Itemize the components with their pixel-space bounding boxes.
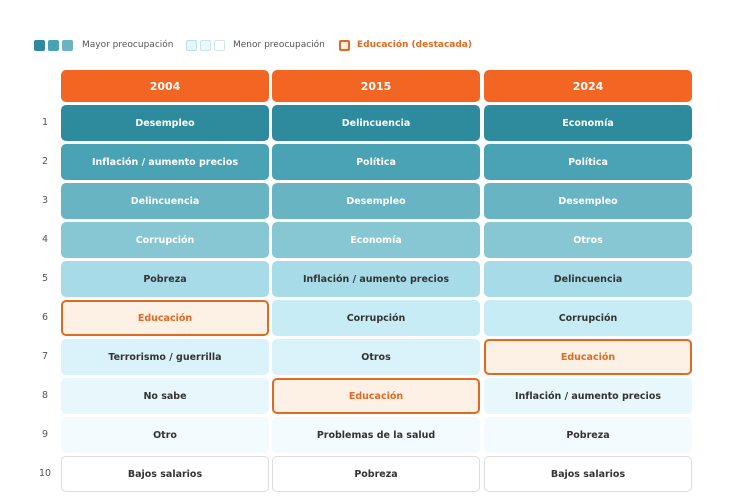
- table-cell: Desempleo: [272, 183, 480, 219]
- table-cell: Educación: [272, 378, 480, 414]
- row-rank: 2: [41, 156, 49, 167]
- table-cell: Inflación / aumento precios: [61, 144, 269, 180]
- table-cell: Otros: [272, 339, 480, 375]
- table-cell: Política: [272, 144, 480, 180]
- table-cell: Desempleo: [61, 105, 269, 141]
- column-header: 2015: [272, 70, 480, 102]
- table-cell: Delincuencia: [61, 183, 269, 219]
- table-cell: Desempleo: [484, 183, 692, 219]
- legend-swatch: [62, 40, 73, 51]
- legend-label: Menor preocupación: [233, 40, 325, 50]
- column-header: 2024: [484, 70, 692, 102]
- row-rank: 3: [41, 195, 49, 206]
- table-cell: Economía: [272, 222, 480, 258]
- table-cell: Delincuencia: [484, 261, 692, 297]
- legend-label: Educación (destacada): [357, 40, 472, 50]
- table-cell: Terrorismo / guerrilla: [61, 339, 269, 375]
- legend-swatch: [48, 40, 59, 51]
- table-cell: Economía: [484, 105, 692, 141]
- row-rank: 5: [41, 273, 49, 284]
- table-cell: Educación: [484, 339, 692, 375]
- row-rank: 4: [41, 234, 49, 245]
- table-cell: Corrupción: [272, 300, 480, 336]
- table-cell: Bajos salarios: [484, 456, 692, 492]
- table-cell: Educación: [61, 300, 269, 336]
- table-cell: Corrupción: [61, 222, 269, 258]
- table-cell: Otro: [61, 417, 269, 453]
- row-rank: 10: [38, 468, 52, 479]
- row-rank: 1: [41, 117, 49, 128]
- table-cell: No sabe: [61, 378, 269, 414]
- row-rank: 8: [41, 390, 49, 401]
- table-cell: Corrupción: [484, 300, 692, 336]
- table-cell: Delincuencia: [272, 105, 480, 141]
- table-cell: Inflación / aumento precios: [484, 378, 692, 414]
- row-rank: 6: [41, 312, 49, 323]
- legend-swatch: [186, 40, 197, 51]
- legend-label: Mayor preocupación: [82, 40, 174, 50]
- legend-swatch: [339, 40, 350, 51]
- table-cell: Inflación / aumento precios: [272, 261, 480, 297]
- legend-swatch: [34, 40, 45, 51]
- row-rank: 9: [41, 429, 49, 440]
- table-cell: Política: [484, 144, 692, 180]
- table-cell: Problemas de la salud: [272, 417, 480, 453]
- table-cell: Pobreza: [484, 417, 692, 453]
- legend-swatch: [214, 40, 225, 51]
- column-header: 2004: [61, 70, 269, 102]
- table-cell: Bajos salarios: [61, 456, 269, 492]
- legend-swatch: [200, 40, 211, 51]
- row-rank: 7: [41, 351, 49, 362]
- table-cell: Otros: [484, 222, 692, 258]
- table-cell: Pobreza: [61, 261, 269, 297]
- table-cell: Pobreza: [272, 456, 480, 492]
